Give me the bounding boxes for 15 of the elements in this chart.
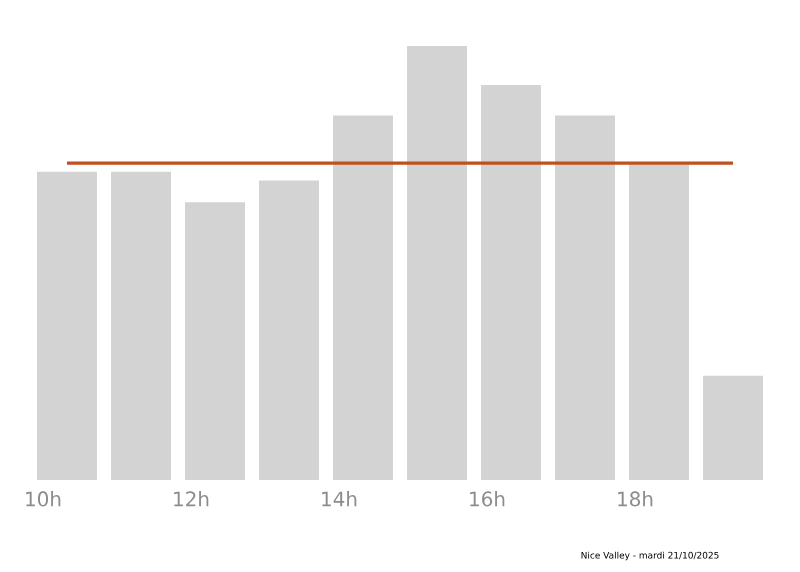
bar: [703, 375, 763, 480]
bar: [259, 180, 319, 480]
x-tick-label: 14h: [322, 491, 357, 507]
bar: [407, 45, 467, 480]
bar: [37, 171, 97, 480]
bar: [111, 171, 171, 480]
bar: [555, 115, 615, 480]
bar: [185, 202, 245, 480]
bar: [333, 115, 393, 480]
bar: [629, 163, 689, 480]
x-tick-label: 16h: [470, 491, 505, 507]
x-tick-label: 18h: [618, 491, 653, 507]
x-tick-label: 10h: [26, 491, 61, 507]
bar: [481, 85, 541, 480]
x-tick-label: 12h: [174, 491, 209, 507]
